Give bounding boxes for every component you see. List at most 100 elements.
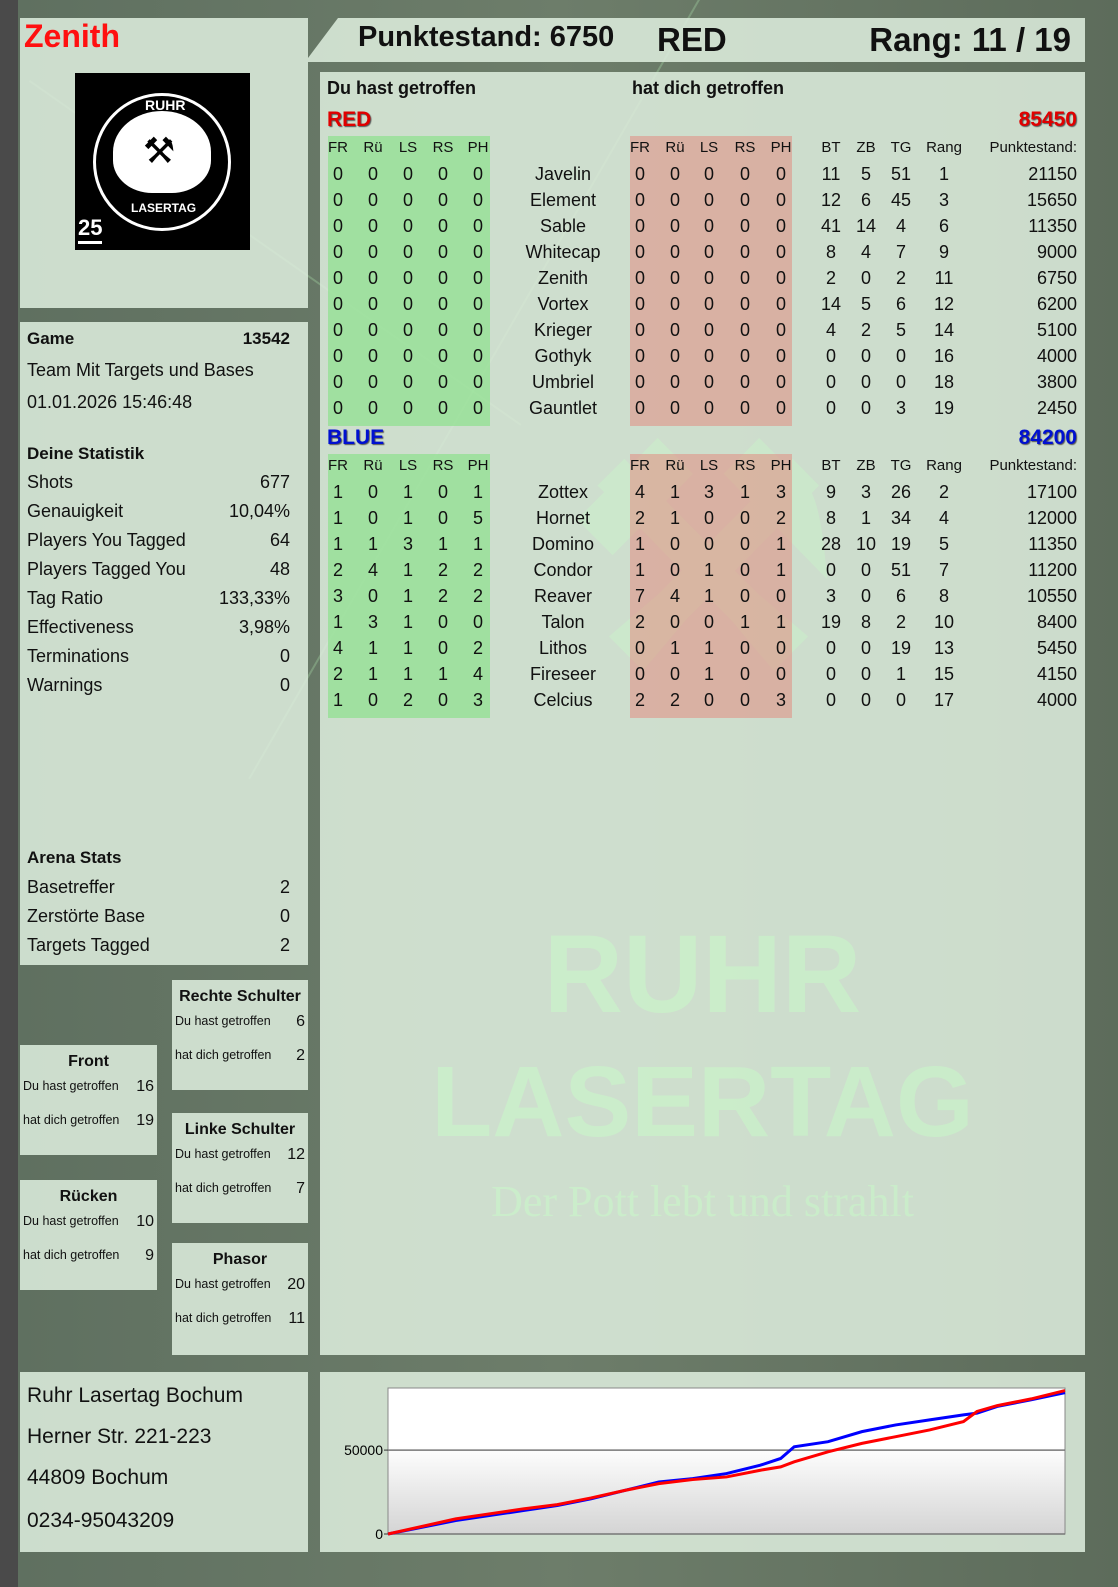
stat-cell: 4 [825,320,836,340]
arena-stat-value: 2 [279,877,290,897]
player-row[interactable]: 4 1 1 0 2 Lithos 0 1 1 0 0 0 0 19 13 5450 [0,638,1077,658]
player-name: Element [529,190,597,210]
player-row[interactable]: 2 4 1 2 2 Condor 1 0 1 0 1 0 0 51 7 11200 [0,560,1077,580]
hit-you-cell: 0 [703,398,714,418]
you-hit-cell: 0 [332,216,343,236]
zone-hit-value: 20 [287,1276,305,1293]
player-score: 4000 [1036,346,1077,366]
stat-cell: 16 [933,346,955,366]
player-row[interactable]: 1 3 1 0 0 Talon 2 0 0 1 1 19 8 2 10 8400 [0,612,1077,632]
player-row[interactable]: 0 0 0 0 0 Krieger 0 0 0 0 0 4 2 5 14 5100 [0,320,1077,340]
stat-cell: 8 [825,508,836,528]
player-row[interactable]: 0 0 0 0 0 Element 0 0 0 0 0 12 6 45 3 15650 [0,190,1077,210]
stat-label: Players You Tagged [27,530,186,550]
player-score: 12000 [1026,508,1077,528]
hit-you-cell: 0 [669,560,680,580]
player-row[interactable]: 0 0 0 0 0 Umbriel 0 0 0 0 0 0 0 0 18 3800 [0,372,1077,392]
stat-cell: 9 [938,242,949,262]
you-hit-cell: 0 [332,320,343,340]
stat-cell: 6 [860,190,871,210]
player-score: 10550 [1026,586,1077,606]
player-row[interactable]: 0 0 0 0 0 Gauntlet 0 0 0 0 0 0 0 3 19 2450 [0,398,1077,418]
you-hit-cell: 4 [472,664,483,684]
you-hit-cell: 0 [437,294,448,314]
hit-you-cell: 0 [634,190,645,210]
stat-cell: 1 [860,508,871,528]
team-total: 85450 [1018,108,1077,131]
hit-you-cell: 0 [775,164,786,184]
player-row[interactable]: 2 1 1 1 4 Fireseer 0 0 1 0 0 0 0 1 15 4150 [0,664,1077,684]
you-hit-cell: 0 [472,612,483,632]
zone-got-label: hat dich getroffen [23,1248,120,1262]
stat-cell: 0 [895,372,906,392]
player-score: 5100 [1036,320,1077,340]
watermark-lasertag: LASERTAG [431,1046,974,1158]
stat-cell: 14 [855,216,877,236]
hit-you-cell: 0 [739,346,750,366]
zone-title: Phasor [212,1251,268,1268]
stat-label: Tag Ratio [27,588,104,608]
you-hit-cell: 0 [332,268,343,288]
address-line: 44809 Bochum [27,1466,169,1489]
hit-you-cell: 0 [775,664,786,684]
you-hit-cell: 0 [367,690,378,710]
player-name: Javelin [534,164,592,184]
you-hit-cell: 1 [402,612,413,632]
you-hit-cell: 0 [472,372,483,392]
player-row[interactable]: 0 0 0 0 0 Zenith 0 0 0 0 0 2 0 2 11 6750 [0,268,1077,288]
you-hit-cell: 0 [472,216,483,236]
zone-hit-value: 6 [296,1013,305,1030]
stat-value: 10,04% [228,501,290,521]
player-row[interactable]: 1 0 1 0 1 Zottex 4 1 3 1 3 9 3 26 2 17100 [0,482,1077,502]
hit-you-cell: 1 [634,534,645,554]
hit-you-cell: 3 [775,482,786,502]
hit-you-cell: 0 [669,216,680,236]
hit-you-cell: 0 [775,638,786,658]
hit-you-cell: 7 [634,586,645,606]
player-row[interactable]: 1 0 1 0 5 Hornet 2 1 0 0 2 8 1 34 4 12000 [0,508,1077,528]
hit-you-cell: 1 [775,612,786,632]
hit-you-cell: 0 [669,268,680,288]
player-row[interactable]: 1 0 2 0 3 Celcius 2 2 0 0 3 0 0 0 17 4000 [0,690,1077,710]
address-line: Ruhr Lasertag Bochum [27,1384,243,1407]
zone-got-value: 11 [288,1310,305,1327]
you-hit-cell: 0 [367,216,378,236]
player-row[interactable]: 0 0 0 0 0 Sable 0 0 0 0 0 41 14 4 6 11350 [0,216,1077,236]
stat-cell: 0 [825,398,836,418]
player-row[interactable]: 1 1 3 1 1 Domino 1 0 0 0 1 28 10 19 5 11350 [0,534,1077,554]
you-hit-cell: 0 [367,164,378,184]
you-hit-cell: 0 [437,242,448,262]
you-hit-cell: 1 [402,482,413,502]
player-score: 6200 [1036,294,1077,314]
stat-cell: 0 [825,372,836,392]
stat-cell: 0 [895,346,906,366]
stat-cell: 15 [933,664,955,684]
zone-got-label: hat dich getroffen [175,1048,272,1062]
player-row[interactable]: 3 0 1 2 2 Reaver 7 4 1 0 0 3 0 6 8 10550 [0,586,1077,606]
you-hit-block [328,454,490,718]
hit-you-cell: 0 [739,216,750,236]
column-header: RS [432,457,454,474]
stat-cell: 5 [860,294,871,314]
ruhr-lasertag-logo: RUHR ⚒ LASERTAG 25 [75,73,250,250]
player-row[interactable]: 0 0 0 0 0 Vortex 0 0 0 0 0 14 5 6 12 6200 [0,294,1077,314]
player-row[interactable]: 0 0 0 0 0 Gothyk 0 0 0 0 0 0 0 0 16 4000 [0,346,1077,366]
zone-hit-label: Du hast getroffen [23,1079,119,1093]
stat-cell: 0 [860,268,871,288]
player-row[interactable]: 0 0 0 0 0 Javelin 0 0 0 0 0 11 5 51 1 21150 [0,164,1077,184]
stat-cell: 0 [860,372,871,392]
score-chart-panel: 0 50000 [320,1372,1085,1552]
hit-you-cell: 1 [739,482,750,502]
player-name: Condor [533,560,593,580]
you-hit-cell: 1 [437,664,448,684]
column-header: BT [821,139,841,156]
hit-you-block [630,454,792,718]
you-hit-cell: 1 [472,534,483,554]
zone-hit-value: 10 [136,1213,154,1230]
stat-cell: 0 [825,346,836,366]
player-row[interactable]: 0 0 0 0 0 Whitecap 0 0 0 0 0 8 4 7 9 9000 [0,242,1077,262]
hit-you-cell: 1 [669,482,680,502]
watermark-slogan: Der Pott lebt und strahlt [491,1177,914,1226]
column-header: RS [432,139,454,156]
rank-label: Rang: 11 / 19 [869,21,1071,58]
